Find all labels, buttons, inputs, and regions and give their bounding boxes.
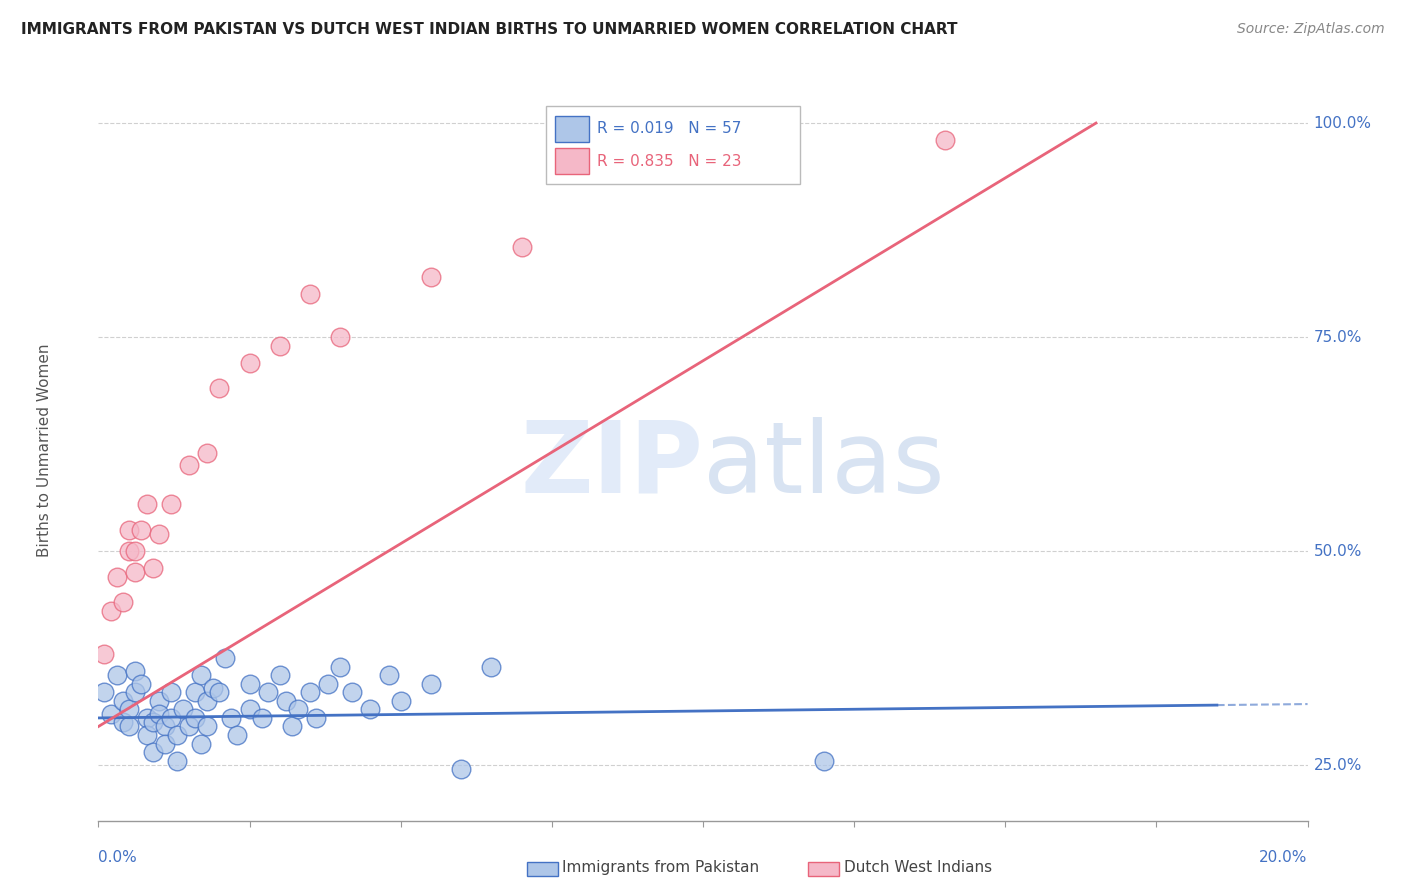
Point <box>172 702 194 716</box>
Point <box>166 754 188 768</box>
Point <box>166 728 188 742</box>
Text: 75.0%: 75.0% <box>1313 329 1362 344</box>
Point <box>329 659 352 673</box>
Point <box>239 356 262 370</box>
Point <box>256 685 278 699</box>
Point <box>226 728 249 742</box>
Point <box>389 694 412 708</box>
Point <box>111 715 134 730</box>
Point <box>148 694 170 708</box>
Point <box>160 711 183 725</box>
Point <box>481 659 503 673</box>
Point <box>813 754 835 768</box>
Point <box>287 702 309 716</box>
Point <box>124 566 146 580</box>
Point <box>129 676 152 690</box>
Point <box>420 676 443 690</box>
Point <box>190 668 212 682</box>
Point <box>124 664 146 678</box>
Point <box>118 544 141 558</box>
Point <box>100 604 122 618</box>
Point <box>269 668 291 682</box>
FancyBboxPatch shape <box>546 106 800 184</box>
Text: 20.0%: 20.0% <box>1260 850 1308 865</box>
Point <box>450 762 472 776</box>
Text: 0.0%: 0.0% <box>98 850 138 865</box>
Point <box>934 133 956 147</box>
Point <box>208 381 231 395</box>
Point <box>118 702 141 716</box>
Point <box>281 719 304 733</box>
Point <box>184 711 207 725</box>
Point <box>239 702 262 716</box>
Point <box>316 676 339 690</box>
Point <box>93 685 115 699</box>
Point <box>160 497 183 511</box>
Point <box>420 270 443 285</box>
Point <box>93 647 115 661</box>
Point <box>342 685 364 699</box>
Text: Source: ZipAtlas.com: Source: ZipAtlas.com <box>1237 22 1385 37</box>
Text: 50.0%: 50.0% <box>1313 543 1362 558</box>
Point <box>250 711 273 725</box>
Point <box>305 711 328 725</box>
Point <box>160 685 183 699</box>
Point <box>179 458 201 473</box>
Point <box>239 676 262 690</box>
Point <box>208 685 231 699</box>
Text: ZIP: ZIP <box>520 417 703 514</box>
Point <box>377 668 399 682</box>
Point <box>179 719 201 733</box>
Point <box>118 719 141 733</box>
Point <box>135 497 157 511</box>
Point <box>994 839 1017 854</box>
Point <box>142 561 165 575</box>
Point <box>202 681 225 695</box>
Point <box>148 527 170 541</box>
Text: Births to Unmarried Women: Births to Unmarried Women <box>37 343 52 558</box>
Point <box>100 706 122 721</box>
Point <box>135 728 157 742</box>
Point <box>153 719 176 733</box>
Text: R = 0.835   N = 23: R = 0.835 N = 23 <box>596 154 741 169</box>
Text: 100.0%: 100.0% <box>1313 116 1372 130</box>
Point <box>274 694 297 708</box>
Point <box>195 719 218 733</box>
FancyBboxPatch shape <box>555 116 589 142</box>
Point <box>118 523 141 537</box>
Text: IMMIGRANTS FROM PAKISTAN VS DUTCH WEST INDIAN BIRTHS TO UNMARRIED WOMEN CORRELAT: IMMIGRANTS FROM PAKISTAN VS DUTCH WEST I… <box>21 22 957 37</box>
Point <box>329 330 352 344</box>
Point <box>510 240 533 254</box>
Point <box>195 694 218 708</box>
Point <box>360 702 382 716</box>
Point <box>299 685 322 699</box>
Point <box>111 694 134 708</box>
Text: atlas: atlas <box>703 417 945 514</box>
Text: R = 0.019   N = 57: R = 0.019 N = 57 <box>596 121 741 136</box>
Point <box>269 338 291 352</box>
Point <box>135 711 157 725</box>
Point <box>124 685 146 699</box>
FancyBboxPatch shape <box>555 148 589 174</box>
Point <box>148 706 170 721</box>
Text: 25.0%: 25.0% <box>1313 757 1362 772</box>
Point <box>142 715 165 730</box>
Point <box>142 745 165 759</box>
Point <box>111 595 134 609</box>
Point <box>214 651 236 665</box>
Point <box>105 668 128 682</box>
Point <box>195 445 218 459</box>
Text: Dutch West Indians: Dutch West Indians <box>844 860 991 874</box>
Text: Immigrants from Pakistan: Immigrants from Pakistan <box>562 860 759 874</box>
Point <box>190 737 212 751</box>
Point <box>129 523 152 537</box>
Point <box>153 737 176 751</box>
Point <box>221 711 243 725</box>
Point <box>299 287 322 301</box>
Point <box>105 570 128 584</box>
Point <box>184 685 207 699</box>
Point <box>124 544 146 558</box>
